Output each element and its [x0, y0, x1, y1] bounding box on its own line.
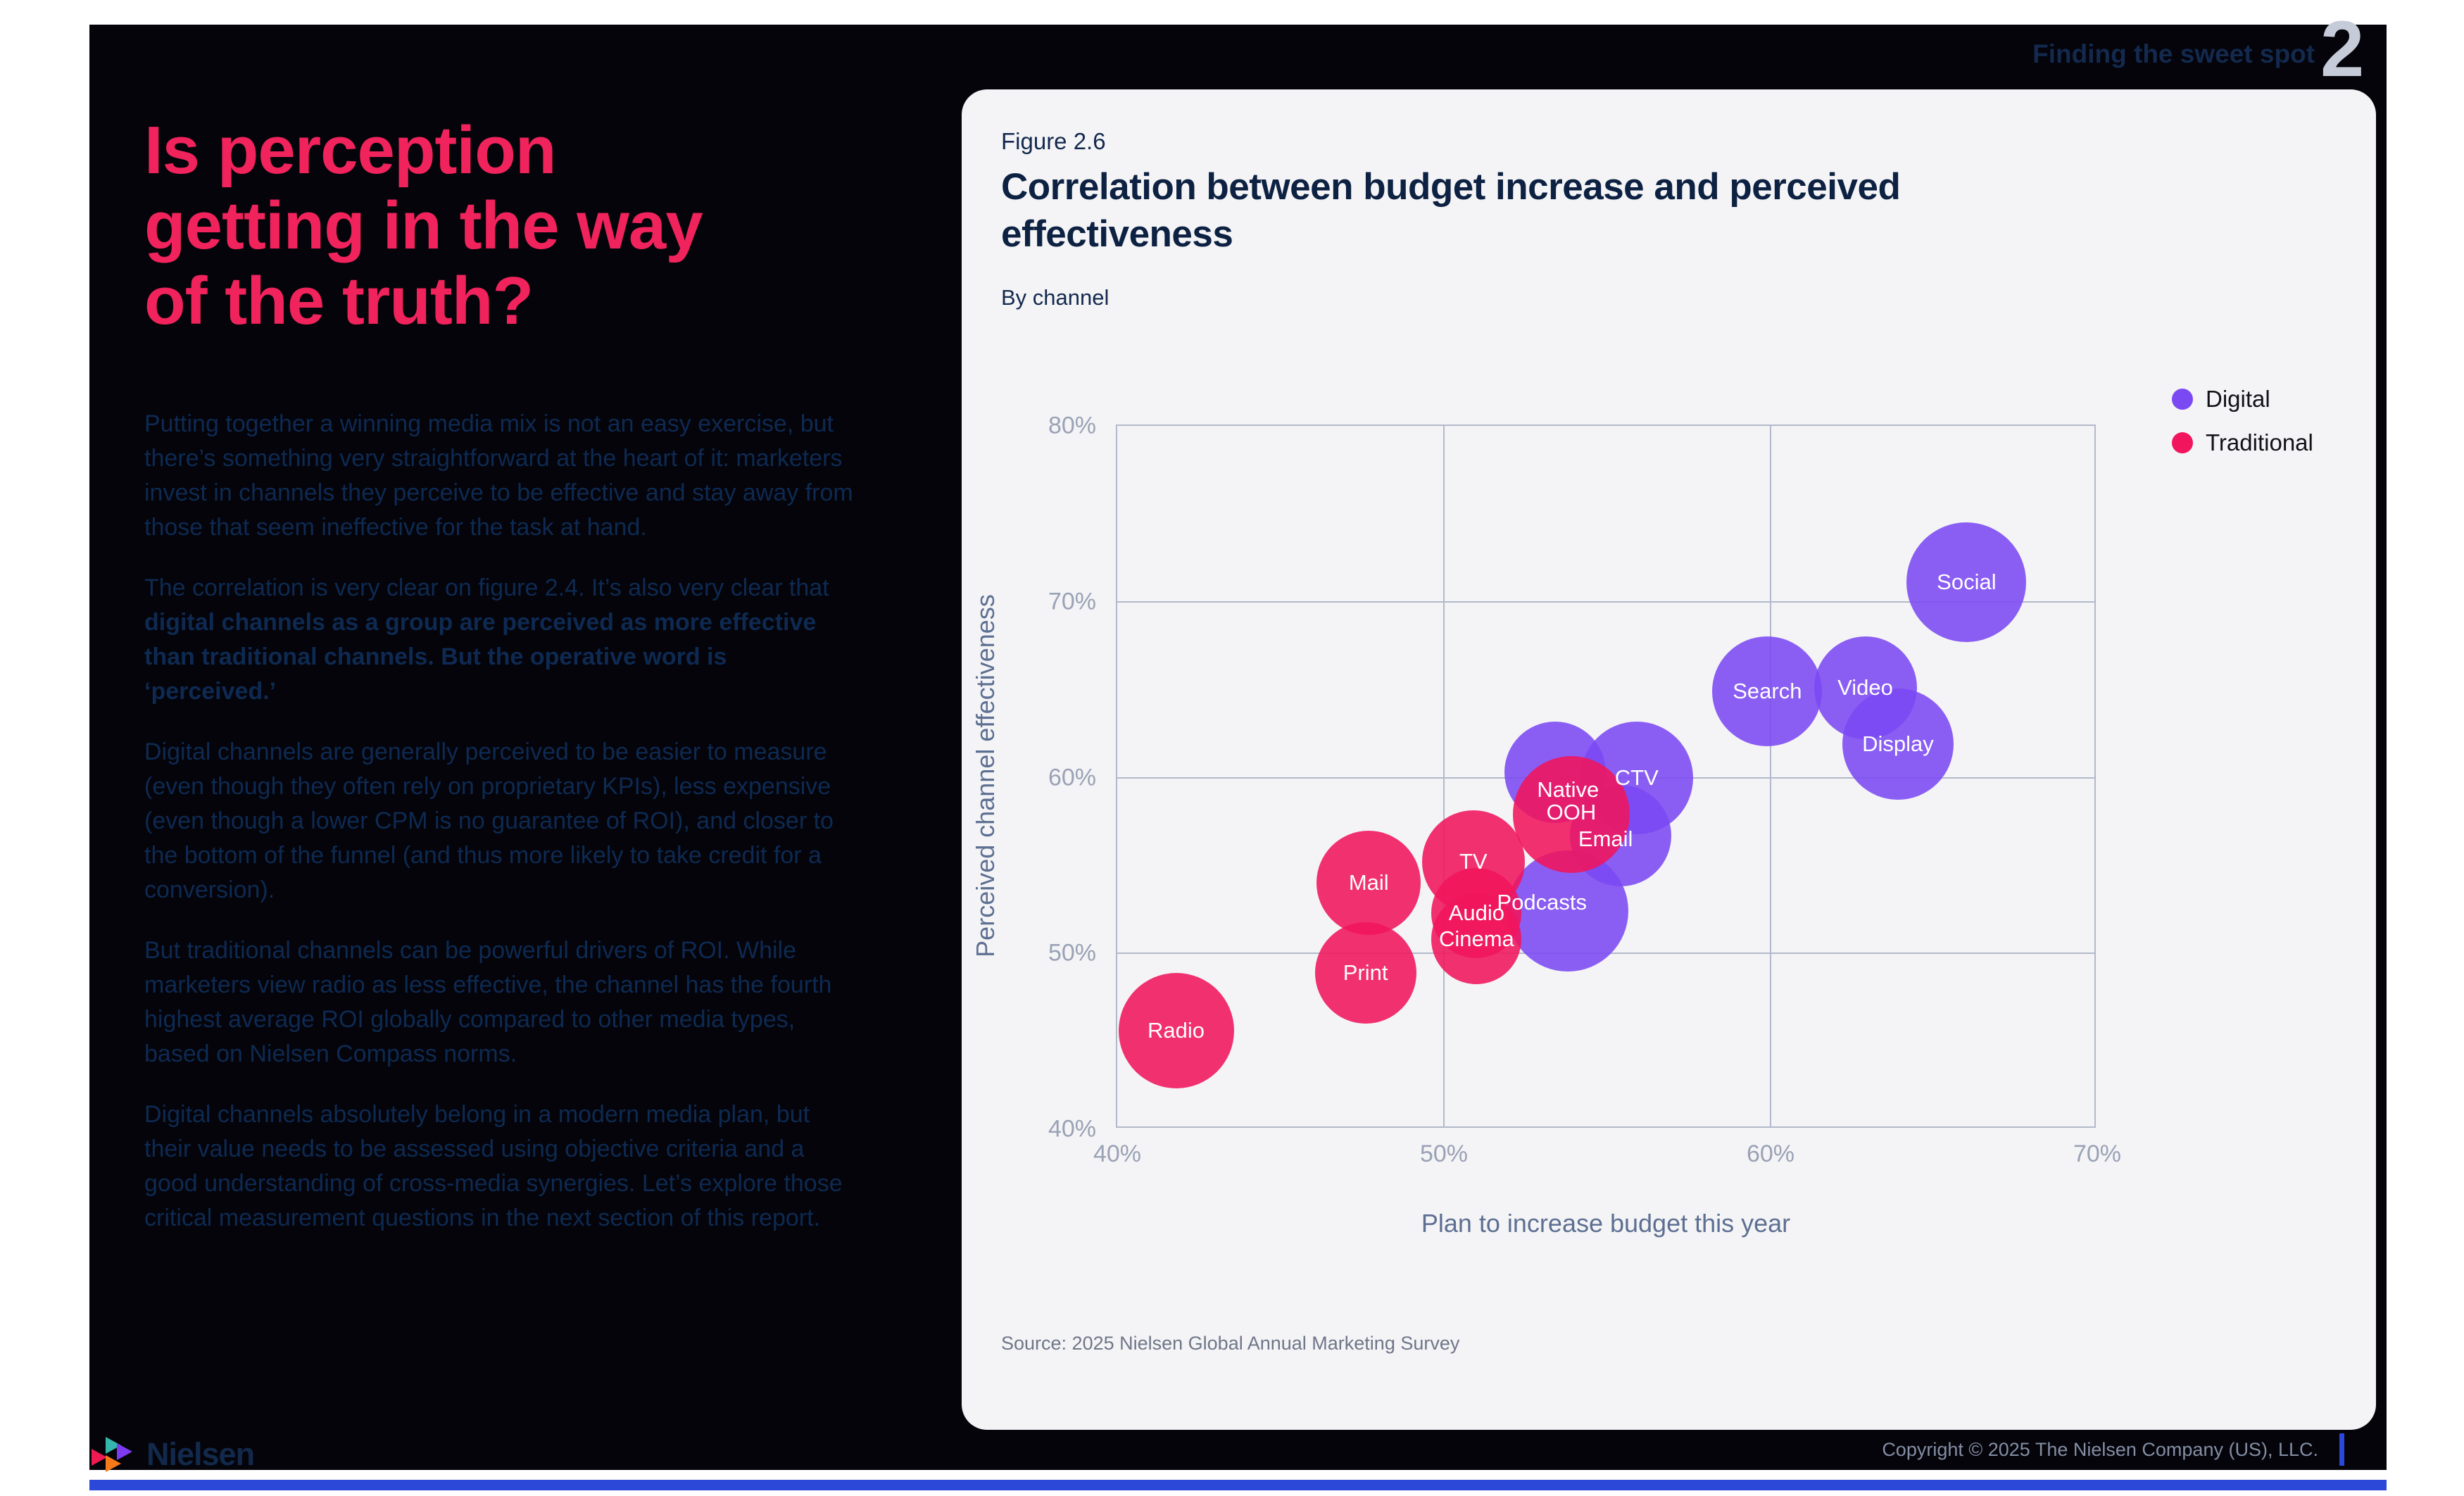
y-axis-tick: 50% [1048, 939, 1096, 967]
bubble-label-video: Video [1837, 675, 1893, 700]
brand-logo: Nielsen [92, 1436, 255, 1473]
bubble-display [1842, 689, 1954, 800]
scatter-plot-area: 80% 70% 60% 50% 40% 40% 50% 60% 70% Native Email CT… [1048, 413, 2121, 1168]
bubble-label-display: Display [1862, 731, 1934, 757]
gridline-vertical [1443, 426, 1445, 1126]
bubble-label-ctv: CTV [1614, 765, 1659, 790]
figure-title: Correlation between budget increase and … [1001, 166, 1901, 255]
legend-item-traditional: Traditional [2172, 429, 2313, 456]
y-axis-tick: 70% [1048, 588, 1096, 615]
bubble-label-social: Social [1937, 570, 1997, 595]
nielsen-logo-icon [92, 1437, 132, 1472]
bubble-label-radio: Radio [1148, 1018, 1205, 1043]
page-number: 2 [2320, 5, 2365, 93]
bubble-label-search: Search [1733, 679, 1802, 704]
bubble-label-ooh: OOH [1546, 800, 1597, 825]
y-axis-tick: 60% [1048, 764, 1096, 791]
x-axis-tick: 50% [1419, 1140, 1469, 1167]
bubble-label-cinema: Cinema [1438, 926, 1514, 952]
bubble-label-print: Print [1343, 960, 1388, 985]
bottom-accent-bar [89, 1480, 2387, 1490]
legend-item-digital: Digital [2172, 386, 2313, 413]
figure-subtitle: By channel [1001, 285, 1110, 310]
y-axis-tick: 80% [1048, 412, 1096, 439]
brand-wordmark: Nielsen [146, 1436, 255, 1472]
page-title: Is perception getting in the way of the tr… [144, 113, 919, 339]
legend-dot-digital [2172, 389, 2193, 410]
gridline-horizontal [1117, 601, 2094, 603]
copyright: Copyright © 2025 The Nielsen Company (US… [1882, 1433, 2344, 1466]
x-axis-tick: 60% [1746, 1140, 1795, 1167]
bubble-radio [1118, 973, 1234, 1089]
bubble-label-podcasts: Podcasts [1497, 889, 1587, 914]
section-label: Finding the sweet spot [2032, 39, 2315, 68]
body-paragraph: The correlation is very clear on figure … [144, 574, 829, 705]
bubble-search [1712, 636, 1823, 747]
bubble-label-native: Native [1537, 777, 1599, 802]
gridline-vertical [1770, 426, 1771, 1126]
x-axis-tick: 40% [1093, 1140, 1142, 1167]
y-axis-tick: 40% [1048, 1115, 1096, 1143]
page-title-line: getting in the way [144, 188, 703, 263]
legend-dot-traditional [2172, 432, 2193, 453]
chart-legend: Digital Traditional [2172, 386, 2313, 473]
copyright-divider [2339, 1433, 2344, 1466]
figure-label: Figure 2.6 [1001, 128, 1106, 154]
legend-label: Traditional [2206, 429, 2313, 455]
bubble-label-mail: Mail [1348, 870, 1389, 895]
bubble-label-audio: Audio [1448, 900, 1505, 925]
bubble-cinema [1431, 894, 1522, 985]
x-axis-title: Plan to increase budget this year [1421, 1209, 1791, 1238]
page-title-line: of the truth? [144, 263, 534, 339]
x-axis-tick: 70% [2073, 1140, 2122, 1167]
page-title-line: Is perception [144, 113, 556, 188]
bubble-label-tv: TV [1459, 849, 1488, 874]
figure-source: Source: 2025 Nielsen Global Annual Marke… [1001, 1333, 1460, 1354]
bubble-label-email: Email [1578, 826, 1633, 851]
body-paragraph: But traditional channels can be powerful… [144, 937, 832, 1067]
bubble-mail [1316, 831, 1421, 936]
bubble-ooh [1512, 755, 1630, 873]
body-paragraph: Digital channels are generally perceived… [144, 738, 834, 903]
body-paragraph: Putting together a winning media mix is … [144, 410, 853, 541]
bubble-print [1314, 922, 1416, 1024]
body-paragraph: Digital channels absolutely belong in a … [144, 1101, 843, 1231]
y-axis-title: Perceived channel effectiveness [971, 594, 1000, 957]
bubble-social [1906, 522, 2027, 643]
body-paragraphs: Putting together a winning media mix is … [144, 407, 859, 1262]
copyright-text: Copyright © 2025 The Nielsen Company (US… [1882, 1438, 2318, 1460]
legend-label: Digital [2206, 386, 2270, 412]
